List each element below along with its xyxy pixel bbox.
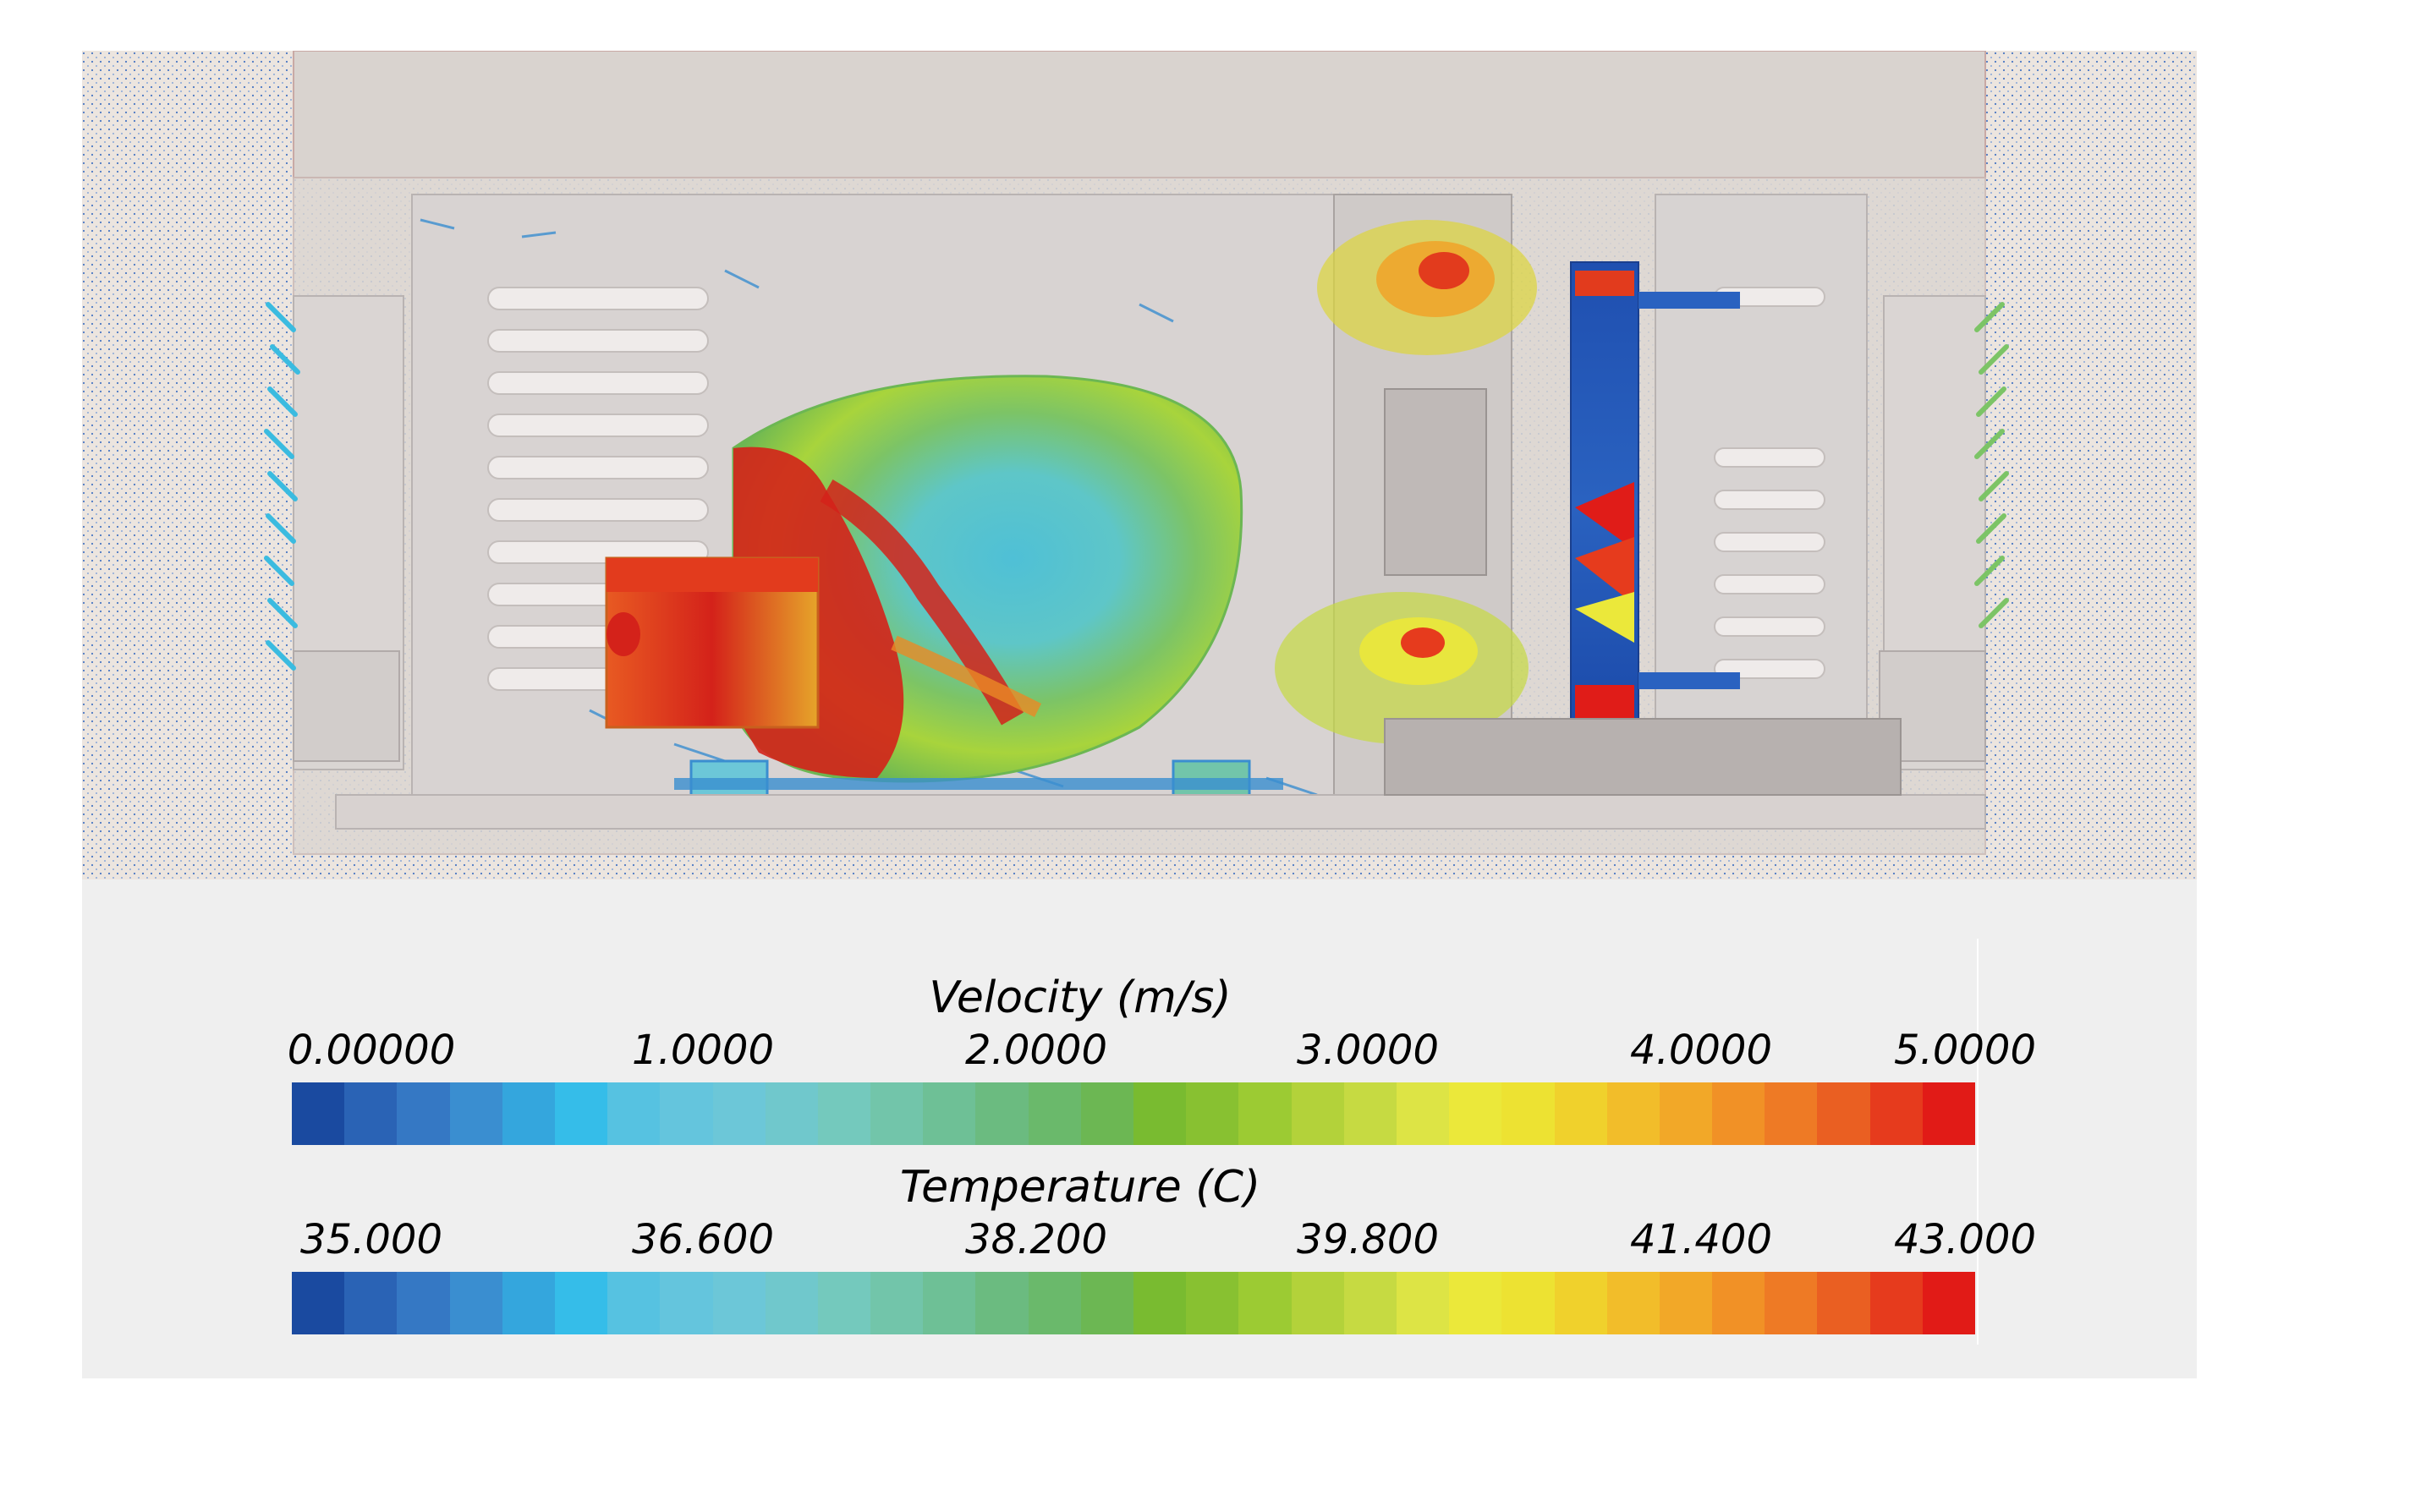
color-swatch	[344, 1082, 398, 1145]
legend-panel: Velocity (m/s) 0.00000 1.0000 2.0000 3.0…	[82, 879, 2197, 1378]
color-swatch	[1765, 1272, 1818, 1334]
color-swatch	[344, 1272, 398, 1334]
temperature-tick-label: 43.000	[1894, 1216, 2036, 1263]
color-swatch	[1238, 1082, 1292, 1145]
temperature-tick-label: 39.800	[1297, 1216, 1439, 1263]
color-swatch	[292, 1082, 345, 1145]
color-swatch	[1186, 1082, 1239, 1145]
color-swatch	[502, 1272, 555, 1334]
control-box	[1384, 718, 1902, 796]
color-swatch	[1606, 1272, 1660, 1334]
color-swatch	[923, 1272, 976, 1334]
color-swatch	[607, 1272, 661, 1334]
color-swatch	[660, 1082, 713, 1145]
color-swatch	[975, 1272, 1029, 1334]
temperature-color-bar	[292, 1272, 1975, 1334]
legend-area: Velocity (m/s) 0.00000 1.0000 2.0000 3.0…	[184, 939, 2036, 1345]
velocity-tick-label: 1.0000	[632, 1027, 774, 1074]
fan-cover	[1384, 388, 1487, 576]
compressor	[605, 375, 1283, 805]
velocity-tick-label: 2.0000	[965, 1027, 1107, 1074]
color-swatch	[1869, 1272, 1923, 1334]
color-swatch	[1554, 1272, 1607, 1334]
color-swatch	[817, 1272, 871, 1334]
color-swatch	[1080, 1272, 1133, 1334]
velocity-tick-label: 4.0000	[1630, 1027, 1772, 1074]
color-swatch	[1765, 1082, 1818, 1145]
temperature-tick-label: 41.400	[1630, 1216, 1772, 1263]
color-swatch	[1922, 1272, 1975, 1334]
color-swatch	[1659, 1272, 1713, 1334]
color-swatch	[607, 1082, 661, 1145]
color-swatch	[1817, 1082, 1870, 1145]
color-swatch	[397, 1272, 450, 1334]
right-inlet-flow	[1974, 302, 2009, 628]
velocity-tick-label: 5.0000	[1894, 1027, 2036, 1074]
color-swatch	[1554, 1082, 1607, 1145]
color-swatch	[1659, 1082, 1713, 1145]
velocity-tick-label: 3.0000	[1297, 1027, 1439, 1074]
temperature-tick-label: 38.200	[965, 1216, 1107, 1263]
color-swatch	[1133, 1082, 1187, 1145]
color-swatch	[1712, 1272, 1765, 1334]
color-swatch	[1343, 1272, 1397, 1334]
color-swatch	[1817, 1272, 1870, 1334]
color-swatch	[1080, 1082, 1133, 1145]
color-swatch	[1396, 1272, 1450, 1334]
color-swatch	[1606, 1082, 1660, 1145]
velocity-tick-label: 0.00000	[287, 1027, 456, 1074]
color-swatch	[502, 1082, 555, 1145]
color-swatch	[449, 1272, 502, 1334]
color-swatch	[1869, 1082, 1923, 1145]
left-foot	[293, 650, 400, 762]
left-inlet-flow	[264, 302, 300, 671]
color-swatch	[554, 1272, 608, 1334]
color-swatch	[1501, 1082, 1555, 1145]
fan-upper-plume	[1317, 220, 1537, 355]
color-swatch	[660, 1272, 713, 1334]
color-swatch	[712, 1272, 766, 1334]
color-swatch	[765, 1082, 818, 1145]
color-swatch	[870, 1272, 924, 1334]
color-swatch	[712, 1082, 766, 1145]
color-swatch	[1133, 1272, 1187, 1334]
color-swatch	[1028, 1272, 1081, 1334]
velocity-color-bar	[292, 1082, 1975, 1145]
color-swatch	[1712, 1082, 1765, 1145]
base-plate	[335, 794, 1986, 830]
color-swatch	[817, 1082, 871, 1145]
color-swatch	[1238, 1272, 1292, 1334]
color-swatch	[1186, 1272, 1239, 1334]
color-swatch	[1396, 1082, 1450, 1145]
temperature-legend-title: Temperature (C)	[899, 1162, 1261, 1213]
color-swatch	[397, 1082, 450, 1145]
temperature-tick-label: 35.000	[300, 1216, 442, 1263]
compressor-base	[674, 778, 1283, 790]
color-swatch	[1343, 1082, 1397, 1145]
color-swatch	[975, 1082, 1029, 1145]
fan-lower-plume	[1275, 592, 1529, 744]
housing-top	[293, 51, 1986, 178]
color-swatch	[554, 1082, 608, 1145]
color-swatch	[1449, 1082, 1502, 1145]
color-swatch	[1028, 1082, 1081, 1145]
color-swatch	[923, 1082, 976, 1145]
condenser-coil	[1570, 261, 1740, 745]
color-swatch	[1291, 1082, 1344, 1145]
cfd-simulation-view	[82, 51, 2197, 879]
color-swatch	[1291, 1272, 1344, 1334]
color-swatch	[292, 1272, 345, 1334]
color-swatch	[870, 1082, 924, 1145]
velocity-legend-title: Velocity (m/s)	[929, 972, 1232, 1023]
color-swatch	[449, 1082, 502, 1145]
color-swatch	[1922, 1082, 1975, 1145]
temperature-tick-label: 36.600	[632, 1216, 774, 1263]
color-swatch	[765, 1272, 818, 1334]
color-swatch	[1449, 1272, 1502, 1334]
color-swatch	[1501, 1272, 1555, 1334]
